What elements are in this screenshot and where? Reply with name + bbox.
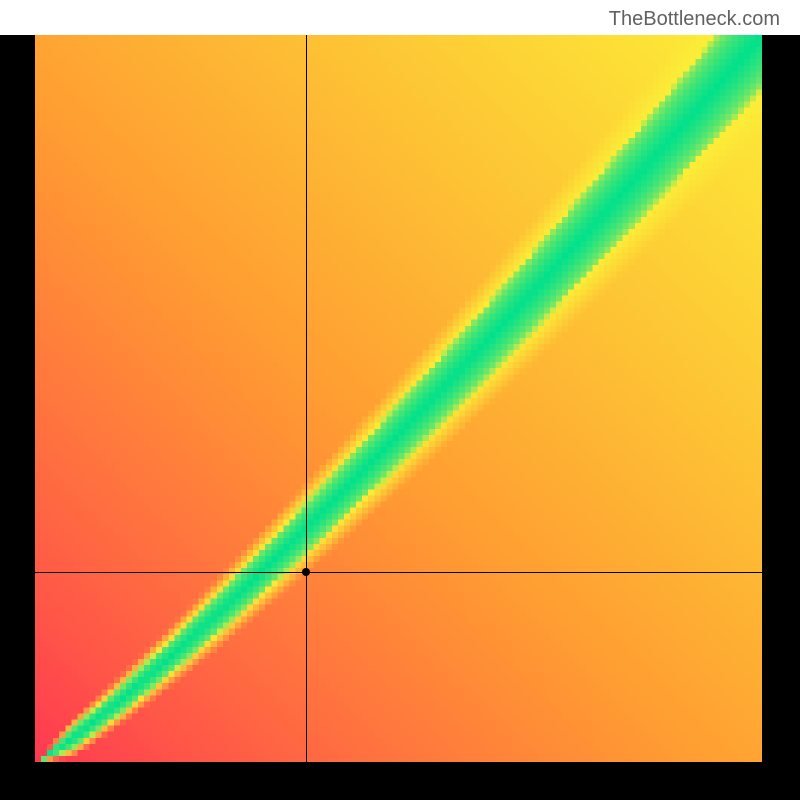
bottleneck-heatmap-canvas xyxy=(35,35,762,762)
crosshair-vertical xyxy=(306,35,307,762)
crosshair-marker xyxy=(302,568,310,576)
crosshair-horizontal xyxy=(35,572,762,573)
chart-outer-frame xyxy=(0,35,800,800)
watermark-text: TheBottleneck.com xyxy=(609,8,780,31)
chart-plot-area xyxy=(35,35,762,762)
